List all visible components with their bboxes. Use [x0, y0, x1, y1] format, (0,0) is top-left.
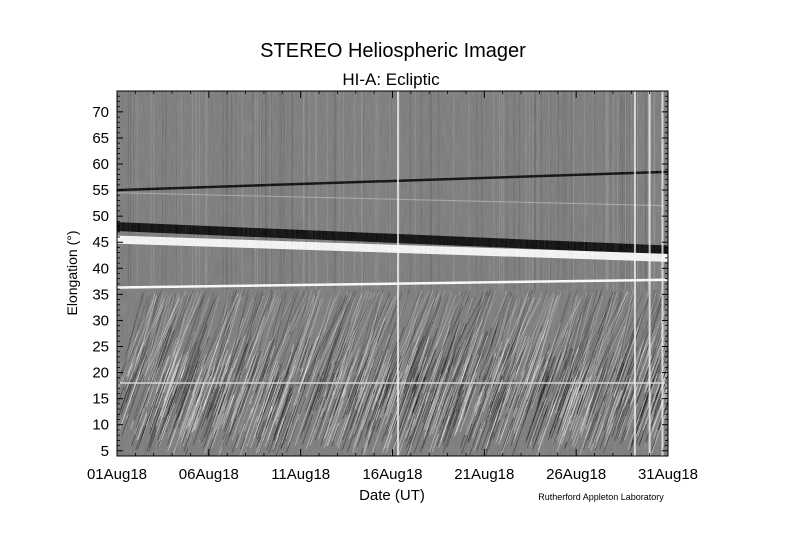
y-tick-label: 65 — [92, 130, 109, 147]
y-tick-label: 15 — [92, 391, 109, 408]
y-tick-label: 45 — [92, 234, 109, 251]
x-tick-label: 06Aug18 — [179, 466, 239, 483]
plot-area — [117, 91, 668, 456]
y-axis-label: Elongation (°) — [64, 231, 80, 316]
y-tick-label: 10 — [92, 417, 109, 434]
texture-streak — [667, 379, 668, 382]
x-axis-label: Date (UT) — [359, 487, 425, 504]
x-tick-label: 11Aug18 — [271, 466, 330, 483]
x-tick-label: 21Aug18 — [454, 466, 514, 483]
y-tick-label: 5 — [101, 443, 109, 460]
y-tick-label: 70 — [92, 104, 109, 121]
y-tick-label: 25 — [92, 339, 109, 356]
credit-text: Rutherford Appleton Laboratory — [538, 492, 664, 502]
y-tick-label: 60 — [92, 156, 109, 173]
grain-overlay — [117, 91, 668, 456]
y-tick-label: 55 — [92, 182, 109, 199]
y-tick-label: 20 — [92, 365, 109, 382]
y-tick-label: 35 — [92, 286, 109, 303]
x-tick-label: 31Aug18 — [638, 466, 698, 483]
x-tick-label: 01Aug18 — [87, 466, 147, 483]
chart-subtitle: HI-A: Ecliptic — [342, 70, 440, 89]
y-tick-label: 40 — [92, 260, 109, 277]
texture-streak — [665, 379, 668, 388]
chart-title: STEREO Heliospheric Imager — [260, 40, 526, 62]
y-tick-label: 50 — [92, 208, 109, 225]
x-tick-label: 26Aug18 — [546, 466, 606, 483]
x-tick-label: 16Aug18 — [362, 466, 422, 483]
y-tick-label: 30 — [92, 312, 109, 329]
